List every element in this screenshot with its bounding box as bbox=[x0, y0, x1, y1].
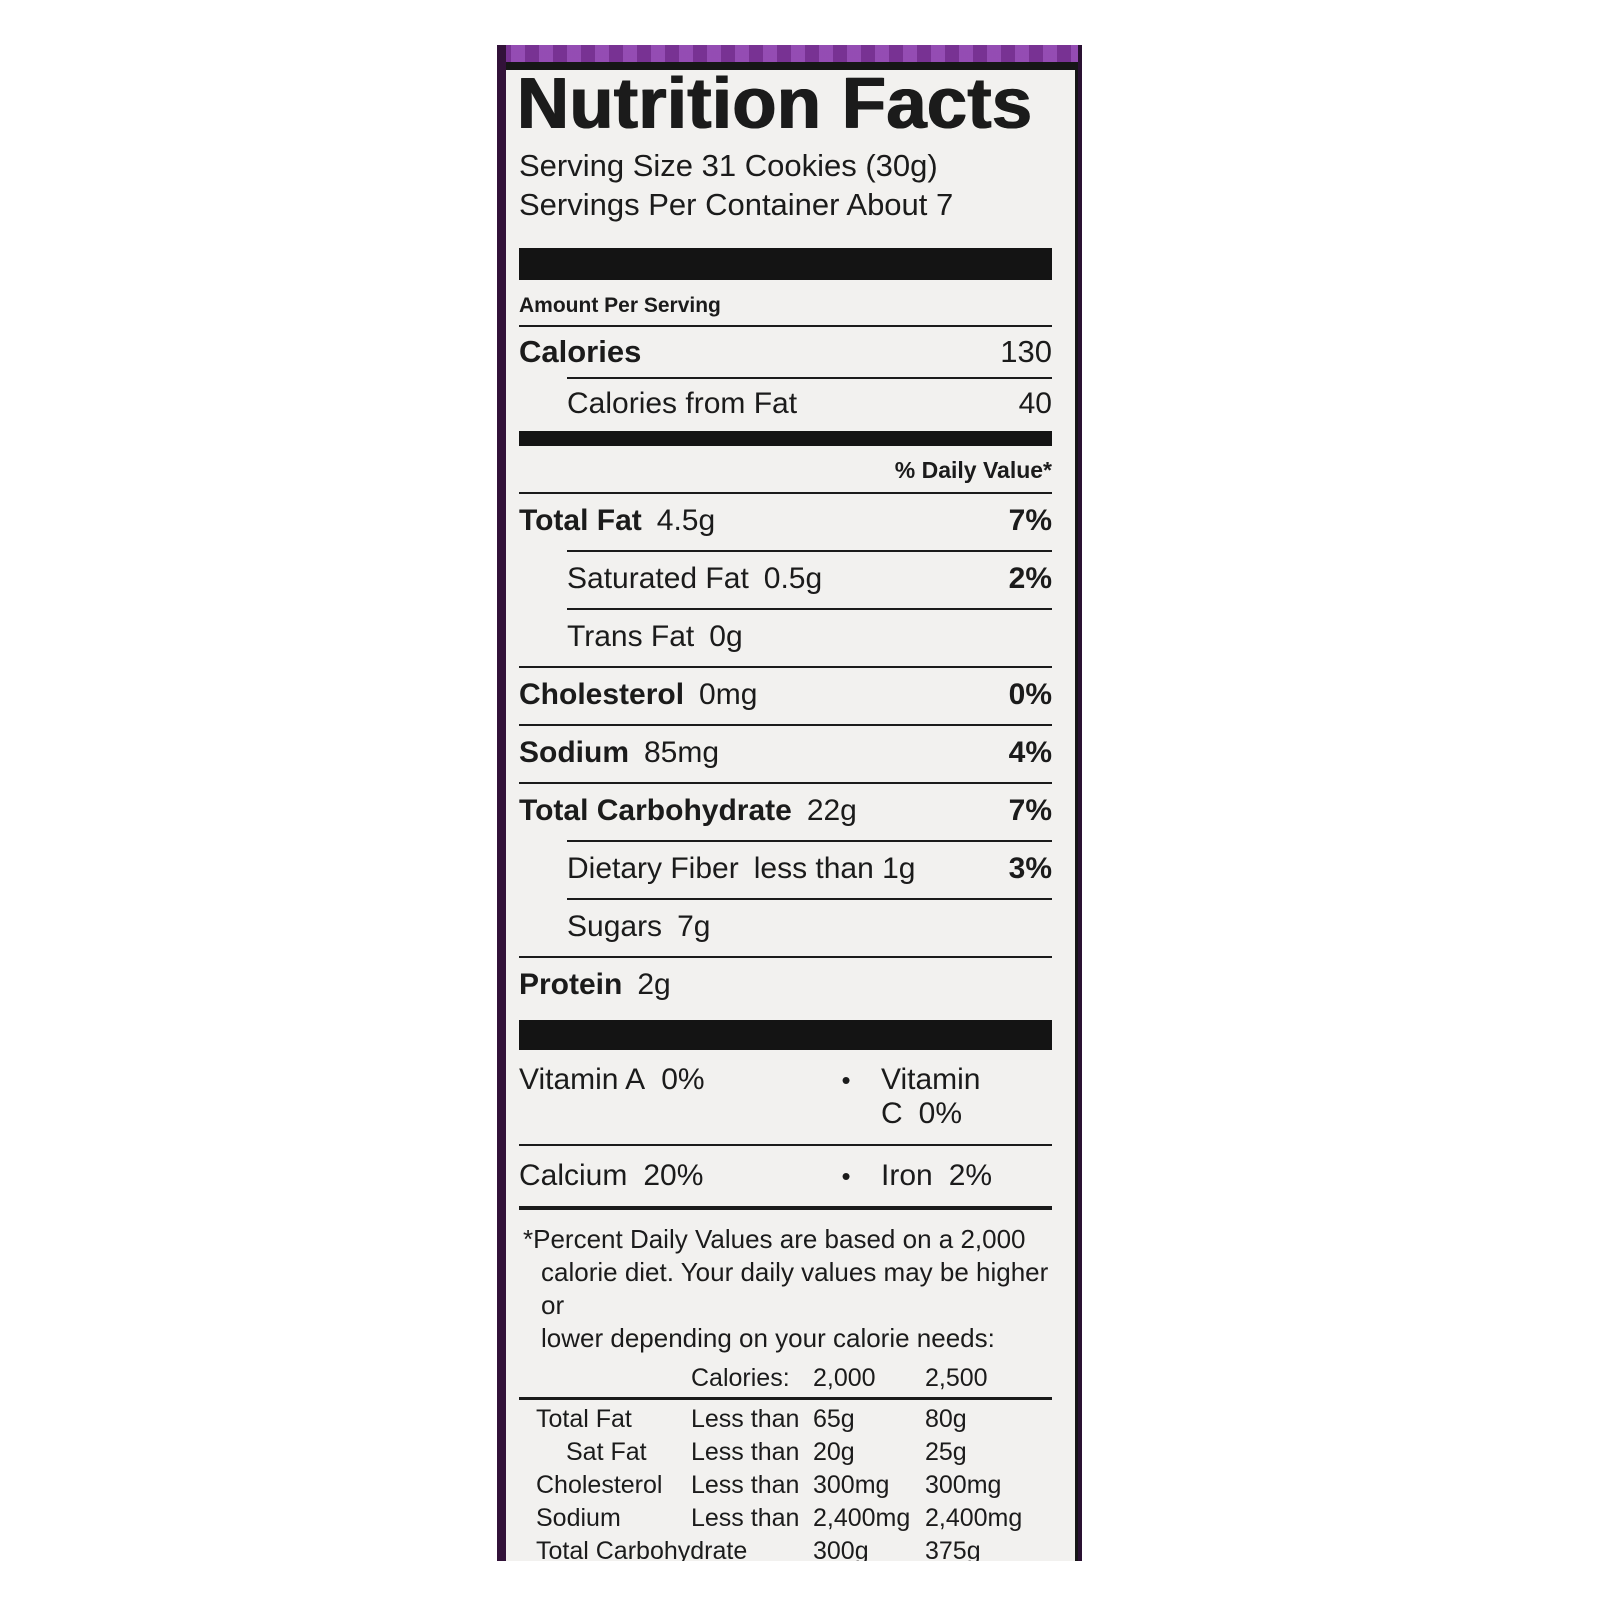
separator-rule bbox=[519, 492, 1052, 494]
footnote-line: calorie diet. Your daily values may be h… bbox=[541, 1257, 1049, 1320]
nutrient-row-dietary-fiber: Dietary Fiber less than 1g 3% bbox=[519, 842, 1052, 898]
nutrient-name-amount: Sodium 85mg bbox=[519, 736, 720, 769]
separator-rule bbox=[519, 666, 1052, 668]
nutrient-name-amount: Trans Fat 0g bbox=[567, 620, 743, 653]
calories-from-fat-label: Calories from Fat bbox=[567, 387, 798, 420]
dv-table-row-cholesterol: Cholesterol Less than 300mg 300mg bbox=[536, 1471, 1002, 1499]
separator-rule bbox=[519, 325, 1052, 327]
dv-table-row-sodium: Sodium Less than 2,400mg 2,400mg bbox=[536, 1504, 1023, 1532]
calories-row: Calories 130 bbox=[519, 327, 1052, 377]
separator-rule bbox=[519, 956, 1052, 958]
vitamin-row-2: Calcium 20% • Iron 2% bbox=[519, 1146, 1052, 1206]
separator-rule bbox=[567, 898, 1052, 900]
separator-rule bbox=[519, 782, 1052, 784]
calories-from-fat-value: 40 bbox=[1018, 387, 1052, 420]
percent-daily-value-heading: % Daily Value* bbox=[894, 457, 1052, 483]
calories-from-fat-row: Calories from Fat 40 bbox=[519, 379, 1052, 431]
box-purple-edge bbox=[497, 45, 1082, 62]
vitamin-row-1: Vitamin A 0% • Vitamin C 0% bbox=[519, 1050, 1052, 1144]
thick-separator-bar bbox=[519, 431, 1052, 446]
separator-rule bbox=[519, 724, 1052, 726]
nutrient-row-cholesterol: Cholesterol 0mg 0% bbox=[519, 668, 1052, 724]
bullet-icon: • bbox=[841, 1161, 851, 1191]
separator-rule bbox=[567, 377, 1052, 379]
nutrient-row-trans-fat: Trans Fat 0g bbox=[519, 610, 1052, 666]
footnote-line: lower depending on your calorie needs: bbox=[541, 1323, 995, 1353]
calories-label: Calories bbox=[519, 334, 642, 369]
dv-table-2000-col: 2,000 bbox=[813, 1364, 876, 1392]
dv-table-2500-col: 2,500 bbox=[925, 1364, 988, 1392]
daily-value-footnote: *Percent Daily Values are based on a 2,0… bbox=[519, 1223, 1052, 1355]
dv-table-row-total-carbohydrate: Total Carbohydrate 300g 375g bbox=[536, 1537, 981, 1561]
nutrient-daily-value: 3% bbox=[1008, 852, 1052, 885]
nutrient-row-sodium: Sodium 85mg 4% bbox=[519, 726, 1052, 782]
separator-rule bbox=[519, 1144, 1052, 1146]
separator-rule bbox=[567, 608, 1052, 610]
vitamin-c: Vitamin C 0% bbox=[881, 1063, 981, 1130]
daily-value-reference-table: Calories: 2,000 2,500 Total Fat Less tha… bbox=[519, 1362, 1052, 1561]
calories-value: 130 bbox=[1000, 334, 1052, 369]
nutrient-row-protein: Protein 2g bbox=[519, 958, 1052, 1014]
nutrient-row-sugars: Sugars 7g bbox=[519, 900, 1052, 956]
dv-table-row-sat-fat: Sat Fat Less than 20g 25g bbox=[566, 1438, 967, 1466]
serving-size: Serving Size 31 Cookies (30g) bbox=[519, 148, 938, 183]
nutrient-name-amount: Dietary Fiber less than 1g bbox=[567, 852, 916, 885]
nutrient-name-amount: Cholesterol 0mg bbox=[519, 678, 758, 711]
nutrient-name-amount: Saturated Fat 0.5g bbox=[567, 562, 823, 595]
separator-rule bbox=[567, 550, 1052, 552]
nutrient-row-total-carbohydrate: Total Carbohydrate 22g 7% bbox=[519, 784, 1052, 840]
servings-per-container: Servings Per Container About 7 bbox=[519, 187, 954, 222]
dv-table-row-total-fat: Total Fat Less than 65g 80g bbox=[536, 1405, 967, 1433]
nutrient-daily-value: 7% bbox=[1008, 504, 1052, 537]
footnote-line: *Percent Daily Values are based on a 2,0… bbox=[523, 1224, 1026, 1254]
vitamin-a: Vitamin A 0% bbox=[519, 1063, 705, 1096]
nutrient-name-amount: Sugars 7g bbox=[567, 910, 711, 943]
nutrient-name-amount: Total Fat 4.5g bbox=[519, 504, 716, 537]
iron: Iron 2% bbox=[881, 1159, 993, 1192]
thick-separator-bar bbox=[519, 248, 1052, 280]
nutrient-daily-value: 2% bbox=[1008, 562, 1052, 595]
separator-rule bbox=[567, 840, 1052, 842]
nutrition-facts-label: Nutrition Facts Serving Size 31 Cookies … bbox=[497, 62, 1082, 1561]
nutrient-row-saturated-fat: Saturated Fat 0.5g 2% bbox=[519, 552, 1052, 608]
nutrient-name-amount: Total Carbohydrate 22g bbox=[519, 794, 857, 827]
dv-table-calories-label: Calories: bbox=[691, 1364, 790, 1392]
nutrient-row-total-fat: Total Fat 4.5g 7% bbox=[519, 494, 1052, 550]
product-box-nutrition-panel: Nutrition Facts Serving Size 31 Cookies … bbox=[497, 45, 1082, 1561]
nutrient-daily-value: 0% bbox=[1008, 678, 1052, 711]
bullet-icon: • bbox=[841, 1065, 851, 1095]
separator-rule-thick bbox=[519, 1206, 1052, 1210]
nutrient-daily-value: 7% bbox=[1008, 794, 1052, 827]
separator-rule-thick bbox=[519, 1397, 1052, 1400]
nutrient-name-amount: Protein 2g bbox=[519, 968, 671, 1001]
dv-table-header: Calories: 2,000 2,500 bbox=[519, 1362, 1052, 1395]
amount-per-serving-heading: Amount Per Serving bbox=[519, 294, 721, 317]
calcium: Calcium 20% bbox=[519, 1159, 704, 1192]
nutrition-facts-title: Nutrition Facts bbox=[517, 64, 1033, 144]
thick-separator-bar bbox=[519, 1020, 1052, 1050]
nutrient-daily-value: 4% bbox=[1008, 736, 1052, 769]
